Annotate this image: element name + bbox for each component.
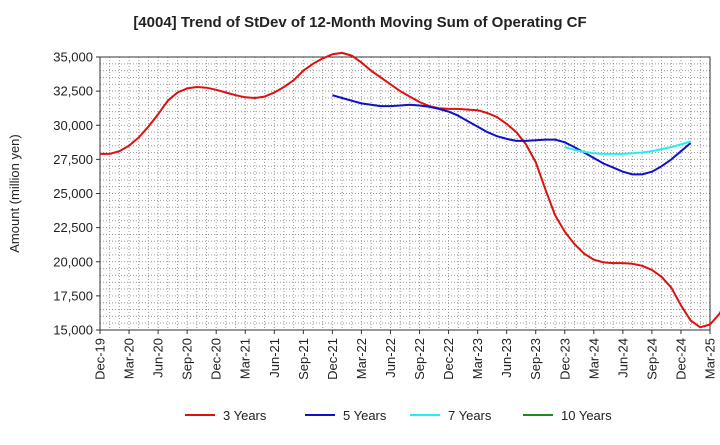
y-tick-label: 35,000 — [53, 50, 93, 65]
x-tick-label: Sep-20 — [180, 338, 195, 380]
x-tick-label: Mar-20 — [122, 338, 137, 379]
x-tick-label: Mar-22 — [354, 338, 369, 379]
chart-title: [4004] Trend of StDev of 12-Month Moving… — [133, 14, 587, 31]
x-tick-label: Sep-21 — [296, 338, 311, 380]
y-tick-label: 22,500 — [53, 220, 93, 235]
plot-area — [100, 57, 710, 330]
x-tick-label: Dec-19 — [93, 338, 108, 380]
x-tick-label: Mar-23 — [470, 338, 485, 379]
x-tick-label: Dec-24 — [673, 338, 688, 380]
x-tick-label: Dec-20 — [209, 338, 224, 380]
legend-label: 10 Years — [561, 408, 612, 423]
y-tick-label: 30,000 — [53, 118, 93, 133]
y-axis-label: Amount (million yen) — [7, 134, 22, 253]
y-tick-label: 32,500 — [53, 84, 93, 99]
x-tick-label: Dec-23 — [557, 338, 572, 380]
x-tick-label: Sep-23 — [528, 338, 543, 380]
x-tick-label: Mar-21 — [238, 338, 253, 379]
x-tick-label: Dec-22 — [441, 338, 456, 380]
x-tick-label: Jun-21 — [267, 338, 282, 378]
legend-label: 5 Years — [343, 408, 387, 423]
x-tick-label: Mar-24 — [586, 338, 601, 379]
x-tick-label: Jun-22 — [383, 338, 398, 378]
y-tick-label: 15,000 — [53, 323, 93, 338]
legend-label: 3 Years — [223, 408, 267, 423]
series-line-7-years — [564, 140, 691, 155]
x-tick-label: Sep-22 — [412, 338, 427, 380]
y-tick-label: 20,000 — [53, 254, 93, 269]
y-tick-label: 17,500 — [53, 288, 93, 303]
y-tick-label: 25,000 — [53, 186, 93, 201]
x-tick-label: Jun-23 — [499, 338, 514, 378]
x-tick-label: Dec-21 — [325, 338, 340, 380]
x-tick-label: Jun-24 — [615, 338, 630, 378]
x-tick-label: Jun-20 — [151, 338, 166, 378]
legend-label: 7 Years — [448, 408, 492, 423]
y-tick-label: 27,500 — [53, 152, 93, 167]
x-tick-label: Sep-24 — [644, 338, 659, 380]
series-line-5-years — [332, 94, 692, 176]
x-tick-label: Mar-25 — [703, 338, 718, 379]
series-line-3-years — [100, 51, 720, 329]
